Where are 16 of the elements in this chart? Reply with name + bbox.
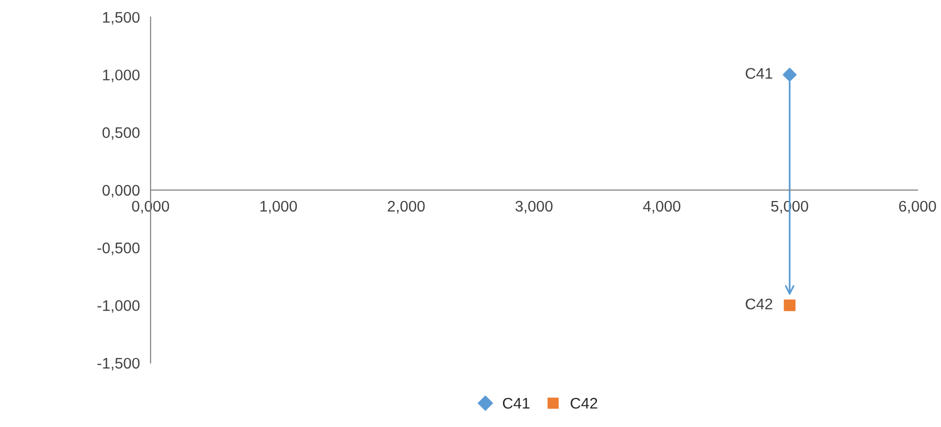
y-tick-label: 1,000: [103, 70, 140, 82]
legend-label: C41: [502, 398, 530, 409]
y-tick-label: 1,500: [103, 12, 140, 25]
x-tick-label: 2,000: [388, 200, 425, 214]
x-tick-label: 3,000: [515, 200, 553, 214]
y-tick-label: 0,000: [102, 184, 140, 198]
x-tick-label: 1,000: [260, 200, 297, 214]
y-tick-label: -1,000: [98, 300, 140, 313]
text: C41: [746, 68, 772, 79]
x-tick-label: 6,000: [899, 200, 936, 214]
y-tick-label: 0,500: [102, 127, 140, 140]
legend-label: C42: [570, 398, 598, 409]
text: C42: [746, 298, 772, 310]
x-tick-label: 4,000: [643, 200, 680, 214]
y-tick-label: -0,500: [98, 242, 140, 256]
y-tick-label: -1,500: [98, 358, 140, 370]
